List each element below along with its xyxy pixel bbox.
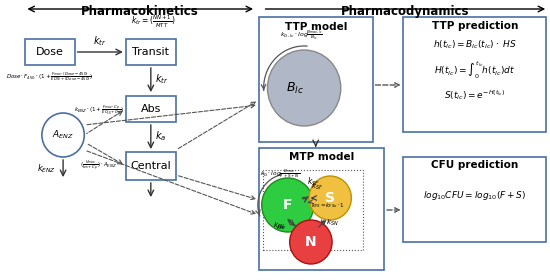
Text: $A_{ENZ}$: $A_{ENZ}$ bbox=[52, 129, 74, 141]
Text: Transit: Transit bbox=[133, 47, 169, 57]
Text: Pharmacodynamics: Pharmacodynamics bbox=[341, 5, 470, 18]
Text: TTP prediction: TTP prediction bbox=[432, 21, 518, 31]
Text: $log_{10}CFU = log_{10}(F + S)$: $log_{10}CFU = log_{10}(F + S)$ bbox=[423, 188, 526, 202]
Text: $k_{ENZ} \cdot (1 + \frac{F_{max} \cdot C_p}{EC_{50}+C_p})$: $k_{ENZ} \cdot (1 + \frac{F_{max} \cdot … bbox=[74, 103, 124, 118]
Text: F: F bbox=[283, 198, 293, 212]
Text: $k_a$: $k_a$ bbox=[155, 129, 166, 143]
Text: S: S bbox=[325, 191, 335, 205]
Text: Abs: Abs bbox=[141, 104, 161, 114]
Text: N: N bbox=[305, 235, 317, 249]
Text: $k_{ENZ}$: $k_{ENZ}$ bbox=[37, 163, 56, 175]
Text: Pharmacokinetics: Pharmacokinetics bbox=[81, 5, 199, 18]
Text: $(\frac{V_{max}}{k_m+C_p}) \cdot A_{ENZ}$: $(\frac{V_{max}}{k_m+C_p}) \cdot A_{ENZ}… bbox=[80, 158, 117, 172]
Text: $h(t_{lc}) = B_{lc}(t_{lc}) \cdot \ HS$: $h(t_{lc}) = B_{lc}(t_{lc}) \cdot \ HS$ bbox=[433, 39, 517, 51]
Text: $k_G \cdot log\frac{B_{max}}{F+S+N}$: $k_G \cdot log\frac{B_{max}}{F+S+N}$ bbox=[260, 168, 300, 180]
Circle shape bbox=[290, 220, 332, 264]
Circle shape bbox=[42, 113, 84, 157]
Text: $k_{FN}$: $k_{FN}$ bbox=[273, 221, 286, 231]
Text: $k_{SF}$: $k_{SF}$ bbox=[307, 176, 320, 188]
Text: $H(t_{lc}) = \int_0^{t_{lc}} h(t_{lc})dt$: $H(t_{lc}) = \int_0^{t_{lc}} h(t_{lc})dt… bbox=[434, 59, 515, 81]
FancyBboxPatch shape bbox=[404, 17, 546, 132]
FancyBboxPatch shape bbox=[263, 170, 363, 250]
Circle shape bbox=[309, 176, 351, 220]
FancyBboxPatch shape bbox=[126, 39, 176, 65]
Text: $k_{SN}$: $k_{SN}$ bbox=[326, 218, 339, 228]
Text: MTP model: MTP model bbox=[289, 152, 354, 162]
FancyBboxPatch shape bbox=[25, 39, 75, 65]
FancyBboxPatch shape bbox=[126, 96, 176, 122]
Text: $k_{NF}$: $k_{NF}$ bbox=[276, 223, 288, 232]
FancyBboxPatch shape bbox=[126, 152, 176, 180]
Text: TTP model: TTP model bbox=[284, 22, 347, 32]
Text: $S(t_{lc}) = e^{-H(t_{lc})}$: $S(t_{lc}) = e^{-H(t_{lc})}$ bbox=[444, 88, 505, 102]
FancyBboxPatch shape bbox=[259, 148, 384, 270]
Text: $k_{G,lc} \cdot log\frac{B_{max,lc}}{B_{lc}}$: $k_{G,lc} \cdot log\frac{B_{max,lc}}{B_{… bbox=[280, 28, 323, 42]
FancyBboxPatch shape bbox=[259, 17, 372, 142]
Circle shape bbox=[267, 50, 341, 126]
Text: $k_{tr} = (\frac{NN+1}{MTT})$: $k_{tr} = (\frac{NN+1}{MTT})$ bbox=[131, 14, 176, 30]
Text: Dose: Dose bbox=[36, 47, 64, 57]
Text: $k_{SF}$: $k_{SF}$ bbox=[311, 182, 323, 192]
Text: $k_{FS} = k_{FSo} \cdot 1$: $k_{FS} = k_{FSo} \cdot 1$ bbox=[311, 202, 345, 211]
Text: $Dose \cdot F_{450} \cdot (1 + \frac{F_{max} \cdot (Dose-450)}{ED_{50}+(Dose-450: $Dose \cdot F_{450} \cdot (1 + \frac{F_{… bbox=[6, 70, 94, 83]
Text: $k_{tr}$: $k_{tr}$ bbox=[93, 34, 107, 48]
Circle shape bbox=[262, 178, 314, 232]
Text: Central: Central bbox=[130, 161, 171, 171]
Text: $B_{lc}$: $B_{lc}$ bbox=[285, 80, 304, 95]
FancyBboxPatch shape bbox=[404, 157, 546, 242]
Text: $k_{tr}$: $k_{tr}$ bbox=[155, 72, 168, 86]
Text: CFU prediction: CFU prediction bbox=[431, 160, 519, 170]
